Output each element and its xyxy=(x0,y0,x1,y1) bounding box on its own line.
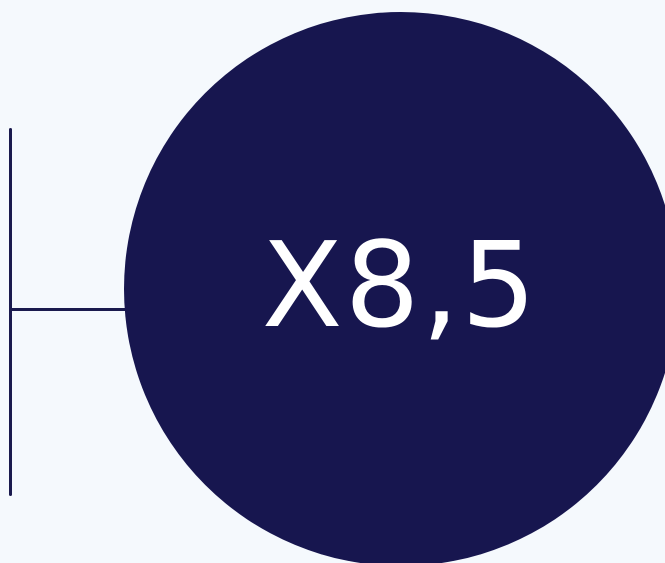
bracket-vertical-line xyxy=(9,128,12,496)
multiplier-value: X8,5 xyxy=(261,216,539,354)
multiplier-label-container: X8,5 xyxy=(124,12,665,563)
bracket-connector-line xyxy=(9,308,139,311)
multiplier-circle xyxy=(124,12,665,563)
